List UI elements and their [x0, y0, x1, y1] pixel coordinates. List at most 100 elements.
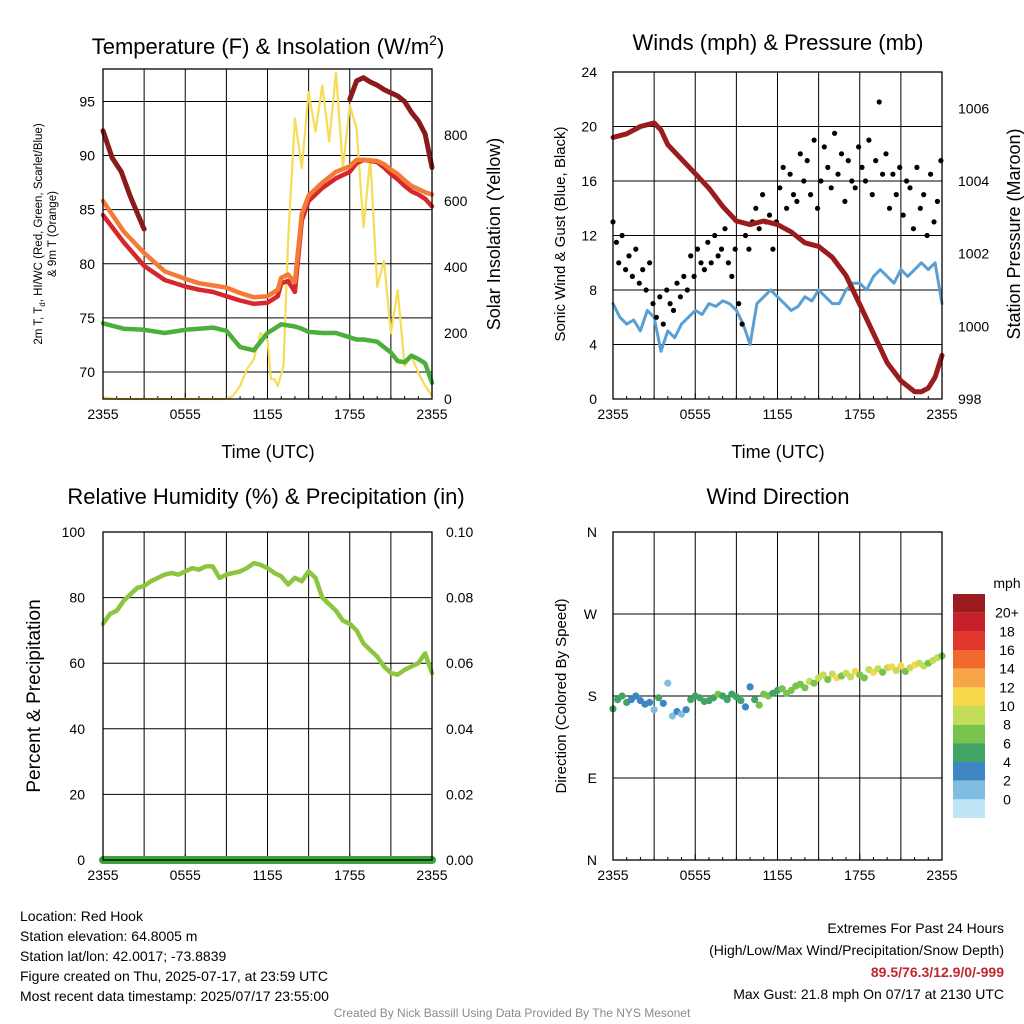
gust-point — [938, 158, 944, 164]
gust-point — [849, 178, 855, 184]
colorbar-label: 2 — [1003, 773, 1011, 789]
direction-point — [664, 679, 672, 687]
y-tick-label: 4 — [589, 337, 597, 353]
direction-point — [847, 673, 855, 681]
gust-point — [832, 130, 838, 136]
y-tick-label: 75 — [79, 310, 95, 326]
colorbar-label: 6 — [1003, 735, 1011, 751]
gust-point — [756, 226, 762, 232]
chart-title: Temperature (F) & Insolation (W/m2) — [92, 32, 445, 59]
colorbar-swatch — [953, 762, 985, 781]
gust-point — [910, 226, 917, 232]
gust-point — [629, 273, 636, 279]
colorbar-label: 0 — [1003, 791, 1011, 807]
gust-point — [647, 260, 653, 266]
gust-point — [623, 267, 629, 273]
gust-point — [787, 171, 793, 177]
direction-point — [755, 701, 763, 709]
gust-point — [897, 164, 903, 170]
x-tick-label: 2355 — [87, 867, 118, 883]
gust-point — [643, 287, 649, 293]
gust-point — [691, 273, 697, 279]
x-tick-label: 1755 — [334, 406, 365, 422]
location-line: Location: Red Hook — [20, 908, 143, 924]
colorbar-label: 18 — [999, 623, 1015, 639]
gust-point — [770, 246, 776, 252]
y-tick-label: 80 — [69, 590, 85, 606]
direction-point — [819, 671, 827, 679]
y-axis-label: Sonic Wind & Gust (Blue, Black) — [552, 126, 569, 341]
gust-point — [677, 294, 684, 300]
direction-point — [646, 698, 654, 707]
gust-point — [814, 205, 821, 211]
gust-point — [650, 301, 656, 307]
direction-point — [723, 696, 731, 704]
gust-point — [869, 192, 875, 198]
direction-point — [824, 676, 832, 684]
colorbar-units: mph — [993, 575, 1020, 591]
colorbar-swatch — [953, 706, 985, 725]
y2-tick-label: 1006 — [958, 100, 989, 116]
gust-point — [636, 280, 642, 286]
gust-point — [688, 253, 694, 259]
x-axis-label: Time (UTC) — [221, 442, 314, 462]
y2-tick-label: 200 — [444, 325, 468, 341]
gust-point — [852, 185, 858, 191]
gust-point — [931, 219, 937, 225]
y2-tick-label: 0.10 — [446, 524, 473, 540]
gust-point — [657, 294, 663, 300]
colorbar-label: 10 — [999, 698, 1015, 714]
gust-point — [914, 164, 920, 170]
temperature-panel: 2355 0555 1155 1755 2355 70 75 80 85 90 95 0 200 400 6… — [33, 32, 504, 462]
speed-colorbar: mph 20+ 18 16 14 12 10 8 6 4 2 0 — [953, 575, 1021, 818]
colorbar-swatch — [953, 631, 985, 650]
direction-point — [632, 692, 640, 700]
y2-tick-label: 600 — [444, 193, 468, 209]
y2-tick-label: 0.00 — [446, 852, 473, 868]
y2-tick-label: 0.08 — [446, 590, 473, 606]
plot-border — [612, 531, 943, 861]
direction-point — [618, 692, 626, 700]
y-tick-label: 0 — [589, 391, 597, 407]
colorbar-label: 14 — [999, 661, 1015, 677]
station-info: Location: Red Hook Station elevation: 64… — [20, 906, 329, 1006]
y-tick-label: N — [587, 852, 597, 868]
colorbar-label: 16 — [999, 642, 1015, 658]
gust-point — [694, 246, 701, 252]
gust-point — [674, 280, 680, 286]
gust-point — [904, 178, 910, 184]
y2-axis-label: Station Pressure (Maroon) — [1004, 128, 1024, 339]
direction-point — [741, 703, 750, 711]
colorbar-swatch — [953, 650, 985, 669]
y-axis-label-line2: & 9m T (Orange) — [47, 191, 59, 277]
direction-point — [751, 696, 759, 704]
y-axis-label-rest: , HI/WC (Red, Green, Scarlet/Blue) — [33, 123, 45, 302]
x-axis-label: Time (UTC) — [731, 442, 824, 462]
gust-point — [698, 260, 704, 266]
gust-point — [883, 151, 889, 157]
chart-title: Relative Humidity (%) & Precipitation (i… — [67, 484, 464, 509]
humidity-panel: 2355 0555 1155 1755 23550204060801000.000.02… — [24, 484, 473, 883]
direction-point — [677, 710, 686, 718]
winds-panel: 2355 0555 1155 1755 235504812162024998100010… — [552, 30, 1024, 462]
gust-point — [856, 144, 862, 150]
y2-tick-label: 400 — [444, 259, 468, 275]
gust-point — [664, 287, 670, 293]
y-tick-label: 70 — [79, 364, 95, 380]
gust-point — [725, 260, 732, 266]
y-axis-label: 2m T, Td, HI/WC (Red, Green, Scarlet/Blu… — [33, 123, 47, 344]
gust-point — [739, 321, 745, 327]
colorbar-label: 8 — [1003, 717, 1011, 733]
timestamp-line: Most recent data timestamp: 2025/07/17 2… — [20, 988, 329, 1004]
gust-point — [873, 158, 879, 164]
gust-point — [790, 192, 797, 198]
chart-title-end: ) — [437, 34, 444, 59]
gust-point — [859, 164, 865, 170]
gust-point — [753, 205, 759, 211]
gust-point — [876, 99, 882, 105]
gust-point — [893, 192, 899, 198]
gust-point — [821, 144, 827, 150]
y2-tick-label: 800 — [444, 127, 468, 143]
gust-point — [835, 171, 841, 177]
